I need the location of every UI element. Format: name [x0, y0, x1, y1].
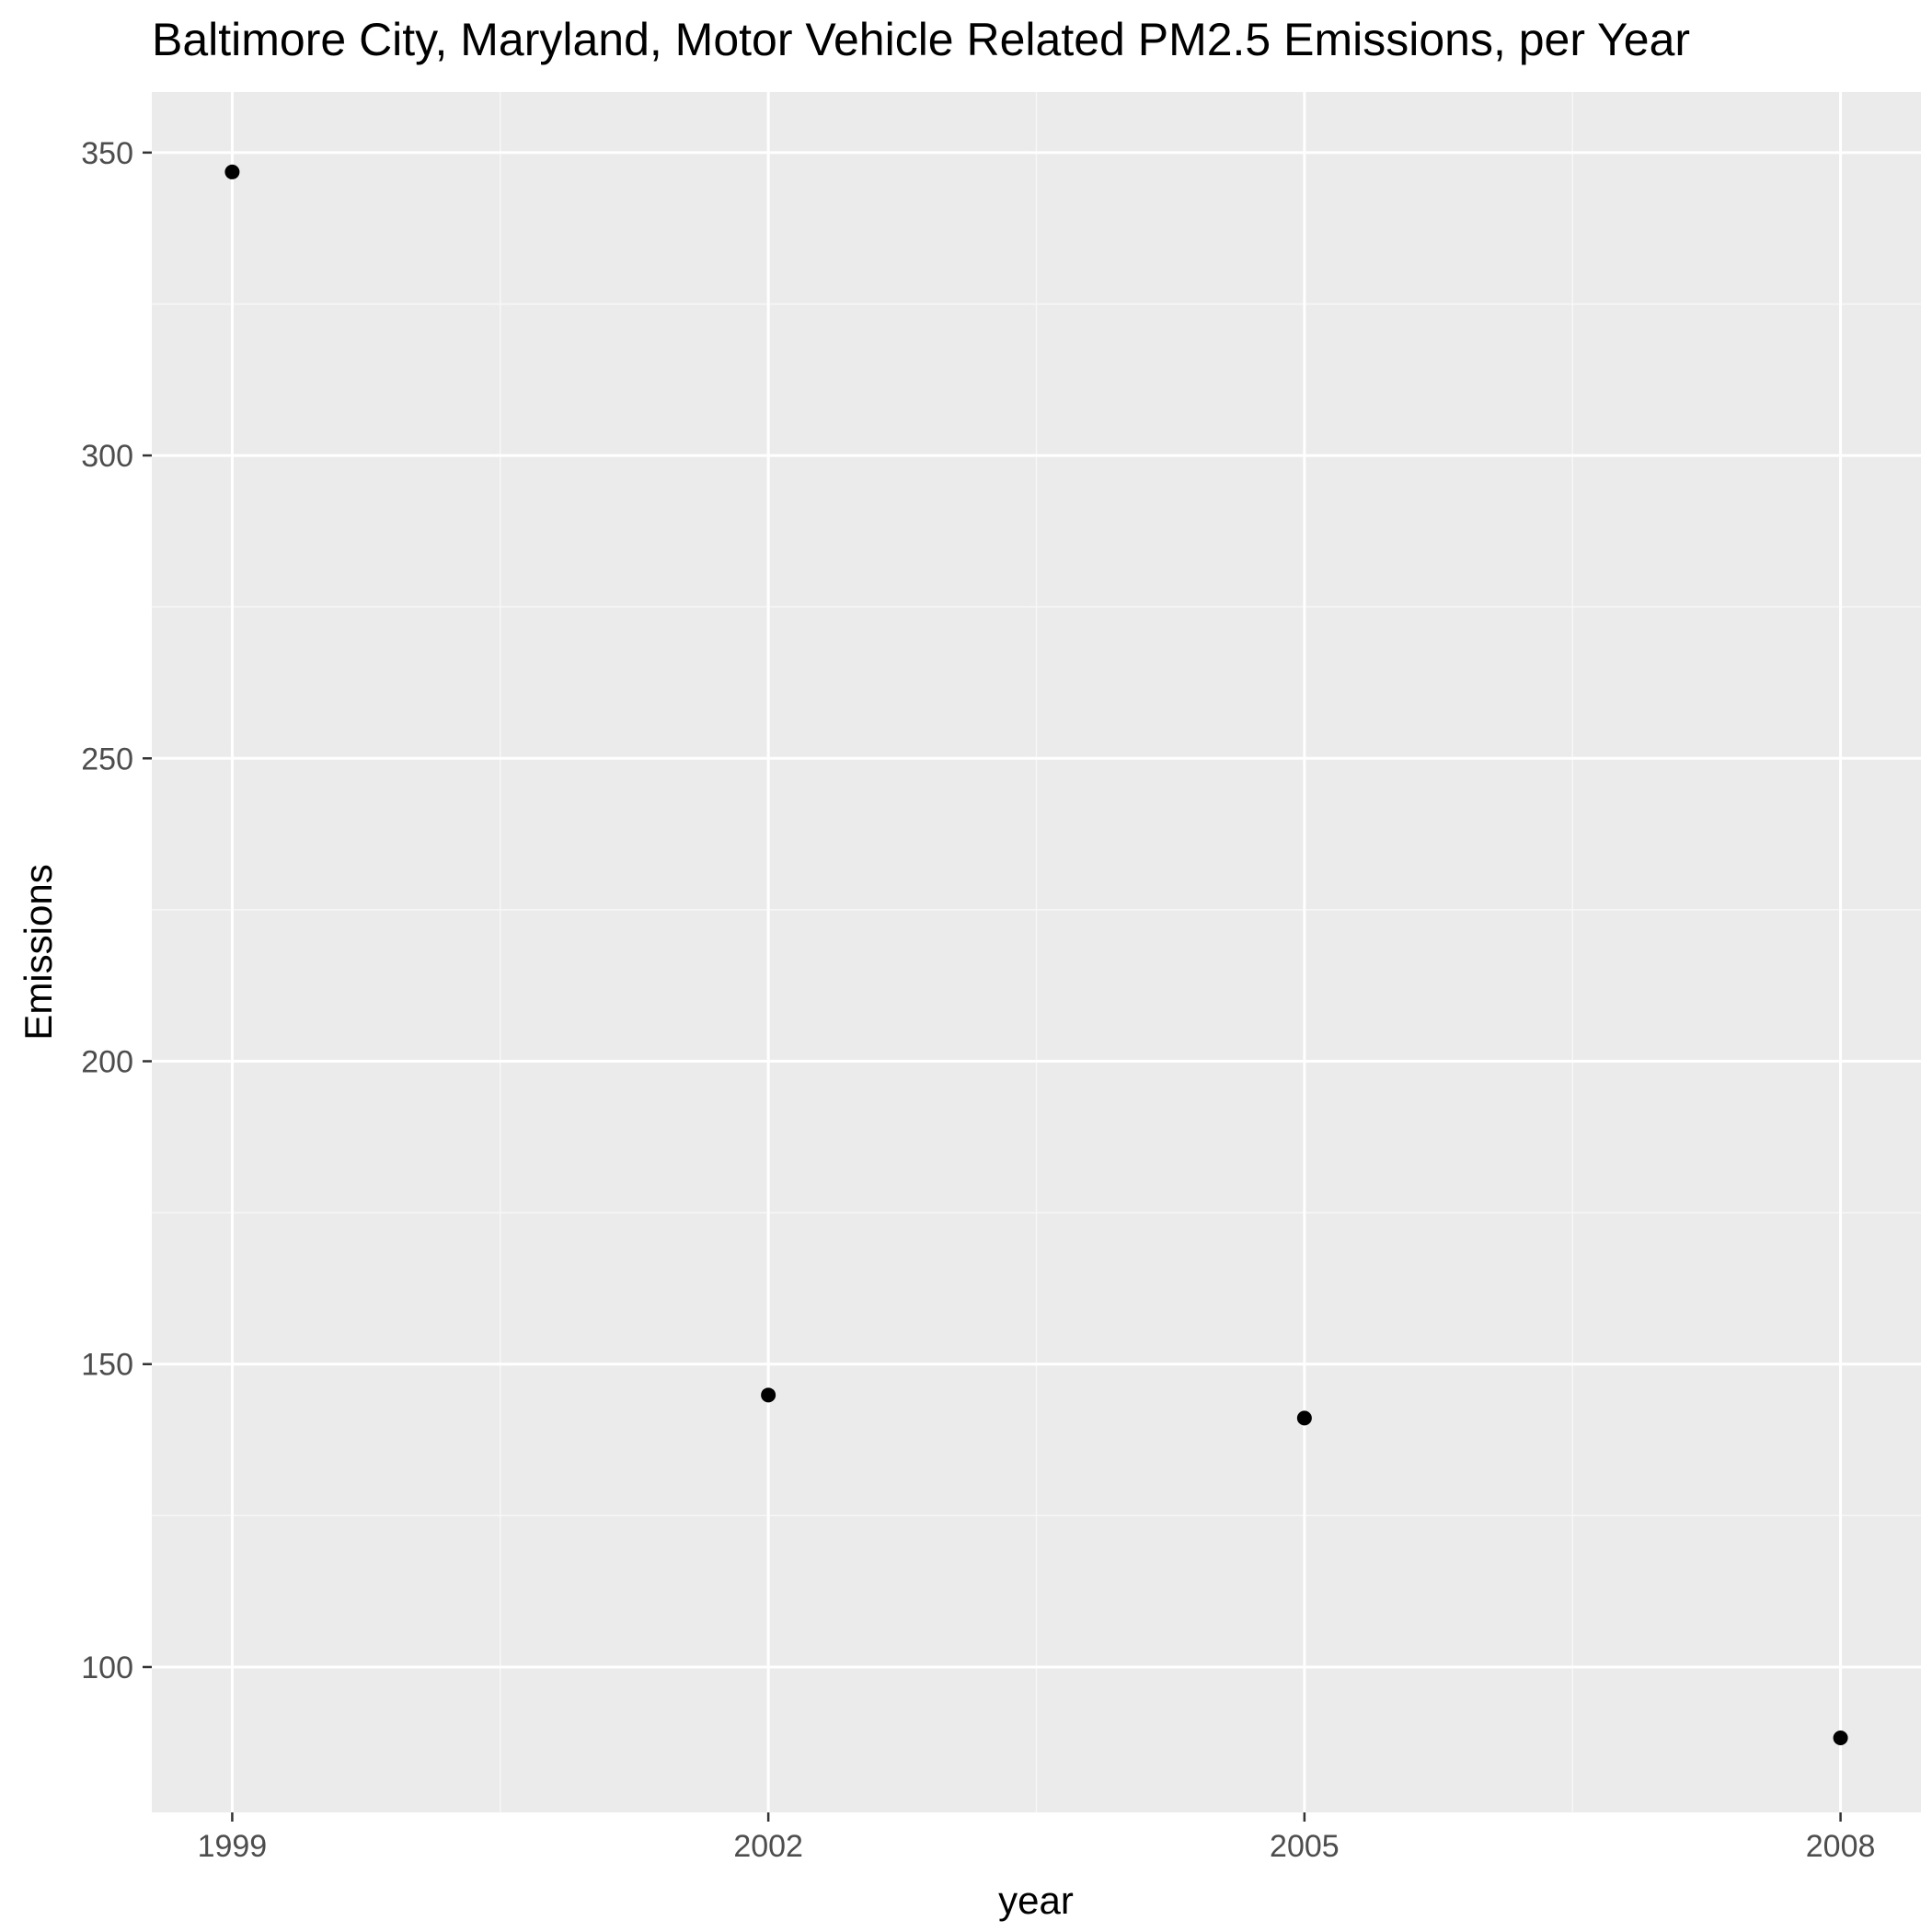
y-tick-label: 350	[81, 136, 133, 171]
y-tick-label: 150	[81, 1348, 133, 1383]
x-tick-label: 2008	[1806, 1829, 1876, 1864]
x-axis-title: year	[998, 1879, 1074, 1922]
grid-minor	[152, 92, 1921, 1812]
y-tick-label: 250	[81, 742, 133, 776]
data-point	[1296, 1410, 1312, 1426]
x-axis-ticks: 1999 2002 2005 2008	[198, 1812, 1876, 1864]
x-tick-label: 1999	[198, 1829, 268, 1864]
chart-title: Baltimore City, Maryland, Motor Vehicle …	[152, 14, 1690, 65]
data-point	[224, 164, 240, 179]
data-point	[1833, 1731, 1848, 1746]
grid-major	[152, 92, 1921, 1812]
y-tick-label: 300	[81, 439, 133, 474]
data-point	[761, 1387, 776, 1403]
y-tick-label: 100	[81, 1650, 133, 1685]
y-tick-label: 200	[81, 1045, 133, 1080]
x-tick-label: 2005	[1270, 1829, 1340, 1864]
data-points	[224, 164, 1848, 1746]
y-axis-title: Emissions	[17, 864, 60, 1040]
x-tick-label: 2002	[733, 1829, 803, 1864]
y-axis-ticks: 100 150 200 250 300 350	[81, 136, 152, 1685]
